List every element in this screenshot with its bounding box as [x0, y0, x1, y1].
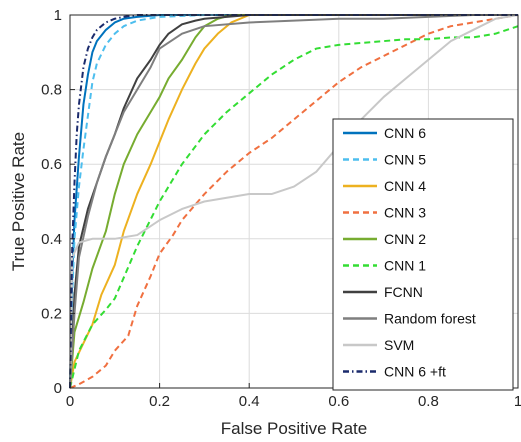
x-axis-title: False Positive Rate [221, 419, 367, 438]
x-tick-label: 1 [514, 393, 521, 410]
series-line-7 [69, 14, 518, 389]
legend-label: CNN 1 [384, 258, 426, 274]
legend-label: CNN 6 +ft [384, 364, 446, 380]
legend-label: FCNN [384, 284, 423, 300]
x-tick-label: 0.4 [239, 393, 260, 410]
series-lines [69, 14, 519, 389]
x-tick-label: 0.8 [418, 393, 439, 410]
axis-ticks: 0 0.2 0.4 0.6 0.8 1 0 0.2 0.4 0.6 0.8 1 [41, 7, 521, 410]
series-line-8 [69, 14, 518, 389]
y-tick-label: 0.2 [41, 305, 62, 322]
y-tick-label: 0.4 [41, 231, 62, 248]
y-tick-label: 0 [54, 380, 62, 397]
y-axis-title: True Positive Rate [9, 132, 28, 271]
series-line-4 [69, 14, 519, 389]
x-tick-label: 0.6 [328, 393, 349, 410]
y-tick-label: 0.8 [41, 82, 62, 99]
series-line-9 [69, 14, 519, 389]
y-tick-label: 1 [54, 7, 62, 24]
series-line-2 [69, 14, 518, 389]
series-line-3 [69, 14, 518, 389]
legend-label: CNN 6 [384, 125, 426, 141]
series-line-10 [69, 14, 518, 389]
legend-label: CNN 3 [384, 205, 426, 221]
y-tick-label: 0.6 [41, 156, 62, 173]
legend-label: SVM [384, 337, 414, 353]
plot-frame [69, 14, 519, 389]
legend-label: CNN 2 [384, 231, 426, 247]
series-line-6 [69, 25, 519, 389]
legend-label: CNN 4 [384, 178, 426, 194]
grid-lines [70, 15, 518, 388]
x-tick-label: 0.2 [149, 393, 170, 410]
legend-label: CNN 5 [384, 152, 426, 168]
x-tick-label: 0 [66, 393, 74, 410]
legend: CNN 6 CNN 5 CNN 4 CNN 3 CNN 2 CNN 1 FCNN Random… [332, 118, 514, 391]
legend-label: Random forest [384, 311, 476, 327]
